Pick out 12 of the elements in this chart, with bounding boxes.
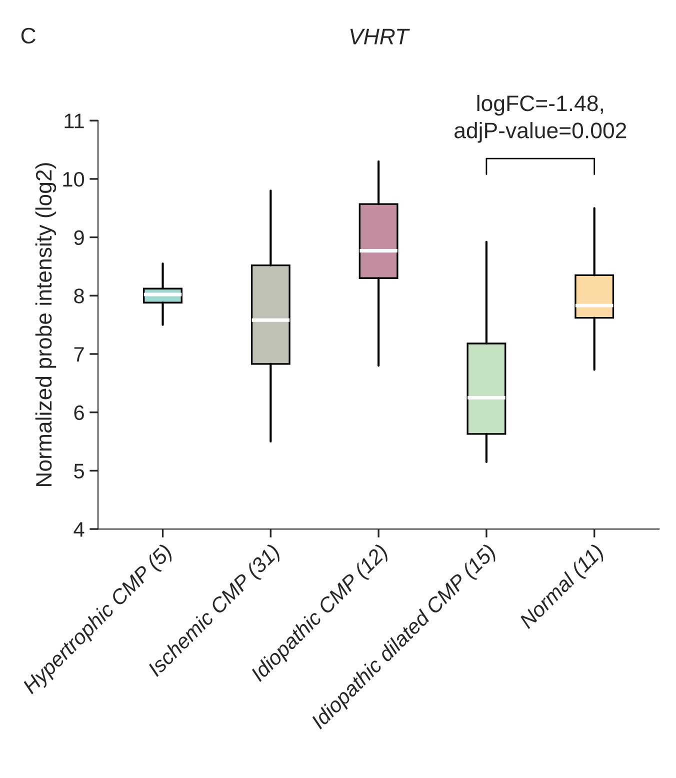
- y-tick-label: 7: [74, 347, 84, 362]
- y-tick-label: 11: [64, 114, 84, 128]
- y-tick-label: 5: [74, 464, 84, 478]
- y-axis-title: Normalized probe intensity (log2): [35, 163, 56, 486]
- text: C: [21, 28, 36, 44]
- y-tick-label: 9: [74, 230, 84, 246]
- annotation: logFC=-1.48, adjP-value=0.002: [454, 94, 626, 143]
- y-tick-label: 10: [63, 172, 84, 187]
- chart-title: VHRT: [350, 28, 410, 44]
- y-tick-label: 8: [74, 288, 84, 304]
- y-tick-label: 6: [74, 405, 84, 420]
- y-tick-label: 4: [74, 522, 84, 537]
